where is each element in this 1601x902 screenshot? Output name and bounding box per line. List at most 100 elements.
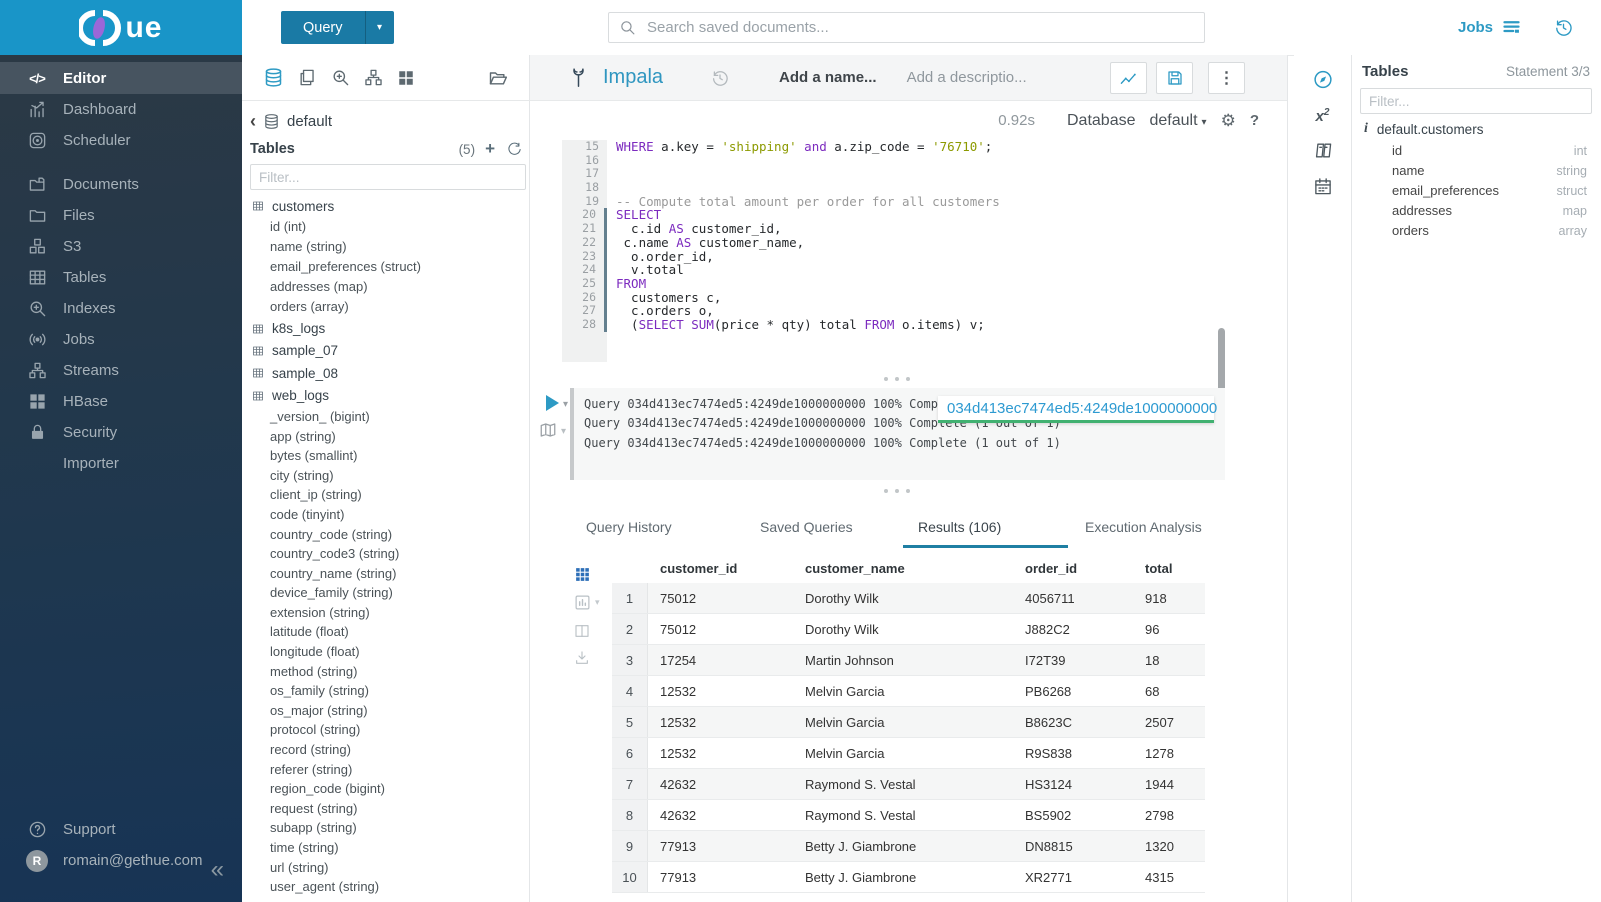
table-row[interactable]: 10 77913 Betty J. Giambrone XR2771 4315 [612,862,1205,893]
result-columns-icon[interactable] [574,622,590,640]
column-item[interactable]: id (int) [270,219,307,235]
table-row[interactable]: 8 42632 Raymond S. Vestal BS5902 2798 [612,800,1205,831]
tab-query-history[interactable]: Query History [586,519,672,535]
table-row[interactable]: 6 12532 Melvin Garcia R9S838 1278 [612,738,1205,769]
column-item[interactable]: os_major (string) [270,702,368,718]
code-line[interactable]: -- Compute total amount per order for al… [616,193,1000,209]
result-grid-view-icon[interactable] [574,566,591,584]
map-caret-icon[interactable]: ▾ [561,426,567,437]
editor-help-icon[interactable]: ? [1249,112,1259,129]
column-item[interactable]: url (string) [270,859,329,875]
column-item[interactable]: code (tinyint) [270,506,345,522]
code-line[interactable]: SELECT [616,207,662,223]
schedule-calendar-icon[interactable] [1313,177,1332,196]
sql-code-editor[interactable]: 15 16 17 18 19 20 21 22 23 24 25 26 27 28 WHERE a.key… [530,139,1287,442]
add-table-icon[interactable]: + [485,139,495,158]
sidebar-item-streams[interactable]: Streams [0,355,242,386]
functions-icon[interactable]: x2 [1315,107,1330,125]
hue-logo[interactable]: ue [0,0,242,56]
database-select[interactable]: default ▾ [1149,111,1207,129]
search-input[interactable] [645,18,1194,37]
sidebar-item-hbase[interactable]: HBase [0,386,242,417]
folder-open-icon[interactable] [488,68,508,88]
save-button[interactable] [1156,62,1193,94]
code-scrollbar[interactable] [1218,328,1225,442]
active-table-name[interactable]: default.customers [1376,121,1484,137]
gutter-line-number[interactable]: 26 [562,290,607,305]
right-column-orders[interactable]: orders array [1352,221,1601,241]
editor-map-icon[interactable] [538,421,558,439]
language-reference-icon[interactable] [1313,141,1332,160]
assistant-compass-icon[interactable] [1312,69,1333,90]
table-row[interactable]: 3 17254 Martin Johnson I72T39 18 [612,645,1205,676]
column-item[interactable]: country_code3 (string) [270,546,400,562]
column-item[interactable]: longitude (float) [270,644,360,660]
gutter-line-number[interactable]: 23 [562,249,607,264]
back-chevron-icon[interactable]: ‹ [250,110,256,131]
sidebar-item-tables[interactable]: Tables [0,262,242,293]
sitemap-icon[interactable] [364,68,383,87]
chart-button[interactable] [1110,62,1147,94]
tab-saved-queries[interactable]: Saved Queries [760,519,853,535]
tables-filter-input[interactable] [250,164,526,190]
query-history-icon[interactable] [711,69,729,87]
sidebar-item-scheduler[interactable]: Scheduler [0,125,242,156]
query-dropdown-caret-icon[interactable]: ▾ [364,11,394,44]
new-query-button[interactable]: Query ▾ [281,11,394,44]
result-download-icon[interactable] [574,649,590,667]
code-line[interactable]: c.name AS customer_name, [616,234,805,250]
gutter-line-number[interactable]: 28 [562,317,607,332]
column-item[interactable]: record (string) [270,742,351,758]
table-row[interactable]: 1 75012 Dorothy Wilk 4056711 918 [612,583,1205,614]
code-line[interactable]: o.order_id, [616,248,714,264]
sidebar-collapse-icon[interactable]: « [210,856,224,883]
job-id-tooltip-link[interactable]: 034d413ec7474ed5:4249de1000000000 [938,396,1217,423]
sidebar-item-documents[interactable]: Documents [0,169,242,200]
query-name-field[interactable]: Add a name... [779,69,877,86]
tab-results-106-[interactable]: Results (106) [918,519,1002,535]
gutter-line-number[interactable]: 20 [562,208,607,223]
sidebar-item-files[interactable]: Files [0,200,242,231]
column-header-order_id[interactable]: order_id [1025,560,1078,576]
sidebar-item-dashboard[interactable]: Dashboard [0,94,242,125]
sidebar-item-editor[interactable]: </> Editor [0,62,242,94]
more-menu-button[interactable]: ⋮ [1208,62,1245,94]
column-item[interactable]: app (string) [270,428,336,444]
code-line[interactable]: v.total [616,262,684,278]
column-item[interactable]: protocol (string) [270,722,361,738]
column-item[interactable]: method (string) [270,663,358,679]
sidebar-item-security[interactable]: Security [0,417,242,448]
tab-execution-analysis[interactable]: Execution Analysis [1085,519,1202,535]
query-description-field[interactable]: Add a descriptio... [906,69,1027,86]
code-line[interactable]: customers c, [616,289,722,305]
sidebar-item-user[interactable]: R romain@gethue.com [0,845,242,876]
column-item[interactable]: email_preferences (struct) [270,259,421,275]
table-row[interactable]: 4 12532 Melvin Garcia PB6268 68 [612,676,1205,707]
apps-grid-icon[interactable] [397,69,415,87]
jobs-label[interactable]: Jobs [1457,19,1493,36]
code-line[interactable] [616,154,1216,168]
column-item[interactable]: country_name (string) [270,565,397,581]
editor-code-lines[interactable]: WHERE a.key = 'shipping' and a.zip_code … [616,140,1216,362]
gutter-line-number[interactable]: 17 [585,166,599,181]
code-line[interactable] [616,167,1216,181]
code-line[interactable] [616,181,1216,195]
right-column-email_preferences[interactable]: email_preferences struct [1352,181,1601,201]
right-column-name[interactable]: name string [1352,161,1601,181]
code-line[interactable]: c.orders o, [616,303,714,319]
info-icon[interactable]: i [1364,121,1368,136]
column-item[interactable]: extension (string) [270,604,370,620]
refresh-icon[interactable] [507,142,522,157]
sidebar-item-importer[interactable]: Importer [0,448,242,479]
result-chart-view-icon[interactable]: ▾ [574,594,600,611]
column-item[interactable]: os_family (string) [270,683,369,699]
gutter-line-number[interactable]: 25 [562,276,607,291]
sidebar-item-support[interactable]: Support [0,814,242,845]
column-item[interactable]: _version_ (bigint) [270,408,370,424]
column-item[interactable]: name (string) [270,239,347,255]
database-name[interactable]: default [287,112,333,130]
history-clock-icon[interactable] [1554,18,1573,37]
column-item[interactable]: addresses (map) [270,279,368,295]
code-line[interactable]: FROM [616,275,647,291]
gutter-line-number[interactable]: 22 [562,235,607,250]
